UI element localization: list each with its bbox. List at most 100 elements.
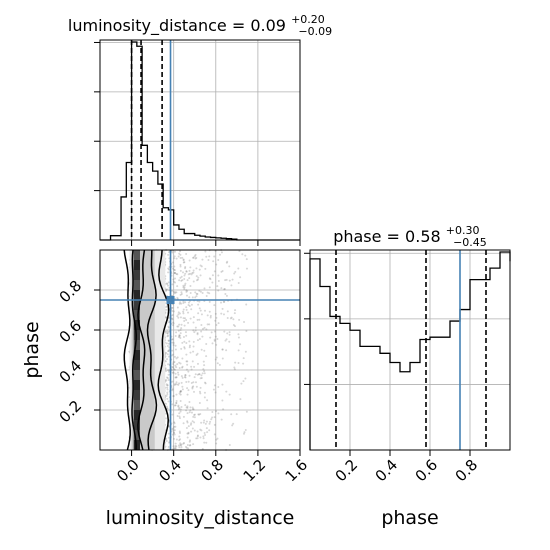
joint-sample-point [191, 408, 194, 411]
joint-sample-point [179, 329, 182, 332]
joint-sample-point [245, 330, 248, 333]
joint-sample-point [206, 407, 209, 410]
joint-sample-point [176, 285, 179, 288]
joint-sample-point [198, 390, 201, 393]
joint-sample-point [183, 287, 186, 290]
joint-sample-point [176, 371, 179, 374]
joint-sample-point [192, 329, 195, 332]
phase-title-plus: +0.30 [446, 224, 480, 237]
joint-sample-point [166, 391, 169, 394]
joint-sample-point [198, 402, 201, 405]
joint-sample-point [215, 356, 218, 359]
joint-sample-point [184, 267, 187, 270]
joint-sample-point [213, 384, 216, 387]
joint-sample-point [175, 438, 178, 441]
joint-posterior-panel: 0.2 0.4 0.6 0.8 0.0 0.4 0.8 1.2 1.6 [56, 249, 311, 485]
joint-sample-point [209, 278, 212, 281]
joint-density-core [133, 340, 140, 350]
joint-sample-point [189, 351, 192, 354]
joint-sample-point [217, 258, 220, 261]
joint-sample-point [173, 368, 176, 371]
joint-sample-point [239, 343, 242, 346]
joint-sample-point [170, 338, 173, 341]
joint-sample-point [180, 347, 183, 350]
joint-sample-point [179, 301, 182, 304]
joint-sample-point [223, 288, 226, 291]
joint-sample-point [178, 252, 181, 255]
joint-sample-point [178, 406, 181, 409]
joint-sample-point [200, 265, 203, 268]
joint-sample-point [235, 413, 238, 416]
joint-sample-point [211, 410, 214, 413]
joint-sample-point [203, 381, 206, 384]
joint-sample-point [223, 330, 226, 333]
joint-sample-point [226, 310, 229, 313]
joint-sample-point [228, 444, 231, 447]
joint-sample-point [176, 363, 179, 366]
joint-sample-point [228, 333, 231, 336]
joint-sample-point [173, 421, 176, 424]
joint-sample-point [177, 405, 180, 408]
phase-title-text: phase = 0.58 [333, 227, 440, 246]
joint-sample-point [178, 430, 181, 433]
joint-sample-point [179, 332, 182, 335]
joint-sample-point [191, 387, 194, 390]
joint-sample-point [180, 302, 183, 305]
phase-x-tick-label: 0.8 [452, 456, 482, 486]
joint-sample-point [228, 340, 231, 343]
joint-sample-point [190, 422, 193, 425]
joint-sample-point [187, 370, 190, 373]
joint-sample-point [185, 406, 188, 409]
joint-sample-point [182, 310, 185, 313]
joint-sample-point [221, 399, 224, 402]
joint-sample-point [183, 347, 186, 350]
joint-sample-point [244, 377, 247, 380]
joint-sample-point [166, 330, 169, 333]
joint-sample-point [182, 284, 185, 287]
joint-sample-point [185, 290, 188, 293]
joint-panel-frame [99, 249, 301, 451]
joint-sample-point [199, 428, 202, 431]
joint-sample-point [181, 365, 184, 368]
joint-sample-point [178, 382, 181, 385]
joint-sample-point [167, 350, 170, 353]
joint-sample-point [172, 280, 175, 283]
joint-sample-point [171, 380, 174, 383]
joint-sample-point [211, 281, 214, 284]
joint-sample-point [217, 280, 220, 283]
joint-sample-point [192, 271, 195, 274]
joint-sample-point [192, 316, 195, 319]
joint-sample-point [180, 381, 183, 384]
joint-sample-point [173, 384, 176, 387]
joint-sample-point [185, 289, 188, 292]
joint-sample-point [172, 324, 175, 327]
joint-sample-point [192, 350, 195, 353]
joint-sample-point [182, 259, 185, 262]
joint-sample-point [179, 410, 182, 413]
joint-sample-point [174, 291, 177, 294]
phase-marginal-frame [309, 249, 511, 451]
joint-sample-point [165, 405, 168, 408]
joint-sample-point [189, 292, 192, 295]
joint-sample-point [174, 348, 177, 351]
joint-density-core [133, 410, 140, 420]
joint-sample-point [224, 292, 227, 295]
joint-density-core [133, 250, 140, 260]
joint-sample-point [193, 414, 196, 417]
joint-sample-point [206, 399, 209, 402]
joint-sample-point [208, 292, 211, 295]
phase-marginal-panel: 0.2 0.4 0.6 0.8 [304, 249, 511, 486]
joint-sample-point [185, 368, 188, 371]
joint-sample-point [203, 287, 206, 290]
joint-sample-point [215, 323, 218, 326]
joint-sample-point [173, 269, 176, 272]
joint-sample-point [194, 296, 197, 299]
joint-sample-point [198, 289, 201, 292]
joint-sample-point [188, 259, 191, 262]
joint-sample-point [200, 313, 203, 316]
joint-sample-point [191, 360, 194, 363]
joint-sample-point [176, 414, 179, 417]
joint-sample-point [175, 366, 178, 369]
joint-sample-point [230, 316, 233, 319]
joint-sample-point [193, 331, 196, 334]
